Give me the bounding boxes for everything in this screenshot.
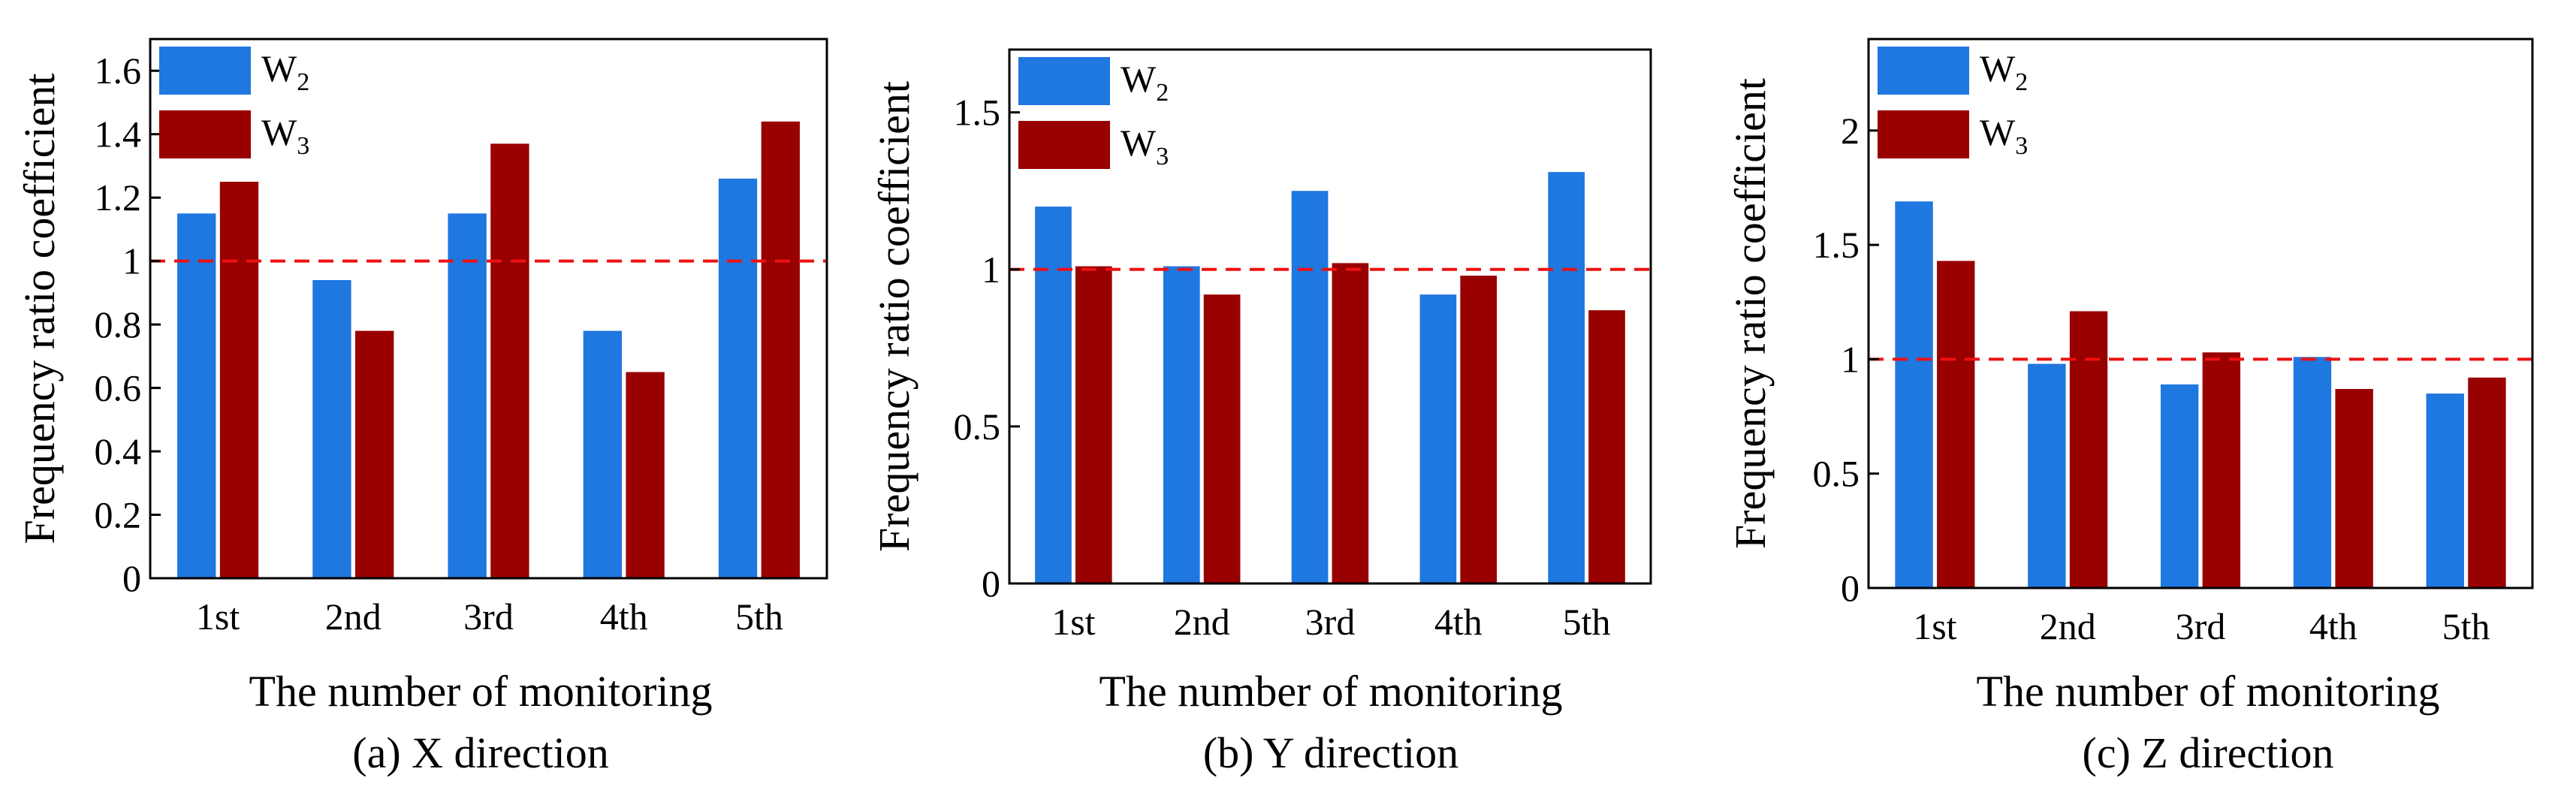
bar-c-1st-w2 bbox=[1895, 201, 1933, 589]
y-tick-label: 1 bbox=[122, 240, 141, 282]
y-tick-label: 1 bbox=[982, 249, 1000, 291]
chart-caption: (b) Y direction bbox=[1203, 728, 1458, 777]
x-tick-label: 2nd bbox=[2040, 605, 2096, 647]
bar-a-4th-w3 bbox=[626, 372, 665, 578]
bar-b-2nd-w2 bbox=[1163, 266, 1200, 583]
legend-label-w2: W2 bbox=[261, 47, 309, 96]
y-axis-title: Frequency ratio coefficient bbox=[870, 81, 918, 552]
bar-c-3rd-w3 bbox=[2202, 352, 2241, 588]
bar-c-1st-w3 bbox=[1937, 261, 1975, 588]
bar-a-4th-w2 bbox=[583, 330, 622, 578]
y-tick-label: 1.5 bbox=[954, 92, 1001, 134]
bar-b-3rd-w2 bbox=[1291, 191, 1329, 584]
bar-c-2nd-w3 bbox=[2069, 311, 2108, 588]
y-tick-label: 0.5 bbox=[954, 406, 1001, 448]
bar-a-5th-w3 bbox=[761, 121, 800, 578]
legend-label-w3: W3 bbox=[1121, 122, 1169, 170]
x-tick-label: 3rd bbox=[463, 595, 514, 638]
legend-swatch-w2 bbox=[1878, 47, 1969, 95]
x-axis-title: The number of monitoring bbox=[1977, 667, 2440, 716]
plot-frame bbox=[1008, 48, 1652, 585]
y-tick-label: 0.6 bbox=[95, 367, 142, 409]
bar-a-1st-w2 bbox=[177, 213, 216, 578]
y-tick-label: 0.2 bbox=[95, 494, 142, 536]
bar-c-2nd-w2 bbox=[2028, 363, 2066, 588]
y-tick-label: 2 bbox=[1841, 110, 1860, 152]
bar-c-5th-w3 bbox=[2468, 377, 2506, 588]
legend-swatch-w3 bbox=[1018, 121, 1110, 169]
chart-panel-a: 0 0.2 0.4 0.6 0.8 1 1.2 1.4 1.6 1st 2nd 3rd 4th 5th Fr… bbox=[15, 38, 828, 777]
bar-b-3rd-w3 bbox=[1332, 263, 1369, 583]
x-tick-label: 5th bbox=[2442, 605, 2490, 647]
bar-a-5th-w2 bbox=[718, 178, 758, 578]
x-axis-title: The number of monitoring bbox=[1099, 667, 1563, 716]
y-tick-label: 1.2 bbox=[95, 176, 142, 219]
bar-b-1st-w2 bbox=[1035, 207, 1072, 583]
bar-b-2nd-w3 bbox=[1203, 294, 1241, 583]
x-axis-title: The number of monitoring bbox=[249, 667, 713, 716]
bar-a-3rd-w3 bbox=[490, 143, 529, 578]
x-tick-label: 2nd bbox=[1174, 601, 1230, 643]
bar-c-5th-w2 bbox=[2426, 393, 2464, 588]
y-tick-label: 0 bbox=[1841, 567, 1860, 609]
bar-b-4th-w3 bbox=[1460, 276, 1498, 583]
y-tick-label: 1.5 bbox=[1813, 224, 1860, 266]
legend-label-w3: W3 bbox=[1980, 111, 2028, 160]
x-tick-label: 5th bbox=[735, 595, 783, 638]
y-tick-label: 0.8 bbox=[95, 303, 142, 345]
bar-a-1st-w3 bbox=[219, 182, 259, 578]
y-tick-label: 1.4 bbox=[95, 113, 142, 155]
y-tick-label: 1 bbox=[1841, 338, 1860, 380]
bar-b-1st-w3 bbox=[1075, 266, 1112, 583]
y-axis-title: Frequency ratio coefficient bbox=[15, 74, 64, 544]
x-tick-label: 1st bbox=[196, 595, 240, 638]
bar-b-5th-w2 bbox=[1548, 172, 1585, 584]
x-tick-label: 4th bbox=[1434, 601, 1483, 643]
y-tick-label: 0 bbox=[982, 562, 1000, 604]
legend-label-w2: W2 bbox=[1121, 58, 1169, 107]
y-axis-title: Frequency ratio coefficient bbox=[1726, 78, 1775, 549]
x-tick-label: 1st bbox=[1913, 605, 1956, 647]
legend-swatch-w3 bbox=[159, 110, 251, 158]
bar-a-3rd-w2 bbox=[448, 213, 487, 578]
y-tick-label: 1.6 bbox=[95, 50, 142, 92]
bar-b-5th-w3 bbox=[1588, 310, 1625, 583]
bar-a-2nd-w3 bbox=[355, 330, 394, 578]
x-tick-label: 4th bbox=[2309, 605, 2357, 647]
legend-swatch-w2 bbox=[159, 47, 251, 95]
bar-c-4th-w3 bbox=[2335, 389, 2373, 588]
y-tick-label: 0.5 bbox=[1813, 453, 1860, 495]
plot-frame bbox=[149, 38, 828, 580]
bar-c-3rd-w2 bbox=[2160, 384, 2199, 588]
legend-swatch-w3 bbox=[1878, 110, 1969, 158]
chart-panel-b: 0 0.5 1 1.5 1st 2nd 3rd 4th 5th Frequency ratio c… bbox=[870, 48, 1652, 777]
x-tick-label: 3rd bbox=[1305, 601, 1356, 643]
x-tick-label: 4th bbox=[600, 595, 648, 638]
plot-frame bbox=[1867, 38, 2534, 589]
bar-b-4th-w2 bbox=[1419, 294, 1457, 583]
legend-label-w3: W3 bbox=[261, 111, 309, 160]
bar-a-2nd-w2 bbox=[312, 279, 351, 578]
x-tick-label: 5th bbox=[1563, 601, 1611, 643]
y-tick-label: 0.4 bbox=[95, 430, 142, 472]
x-tick-label: 1st bbox=[1051, 601, 1095, 643]
legend-label-w2: W2 bbox=[1980, 47, 2028, 96]
y-tick-label: 0 bbox=[122, 557, 141, 599]
x-tick-label: 3rd bbox=[2176, 605, 2226, 647]
bar-c-4th-w2 bbox=[2293, 357, 2332, 588]
chart-caption: (c) Z direction bbox=[2083, 728, 2334, 777]
chart-panel-c: 0 0.5 1 1.5 2 1st 2nd 3rd 4th 5th Frequency ratio … bbox=[1726, 38, 2534, 777]
x-tick-label: 2nd bbox=[325, 595, 382, 638]
chart-caption: (a) X direction bbox=[352, 728, 608, 777]
legend-swatch-w2 bbox=[1018, 57, 1110, 105]
